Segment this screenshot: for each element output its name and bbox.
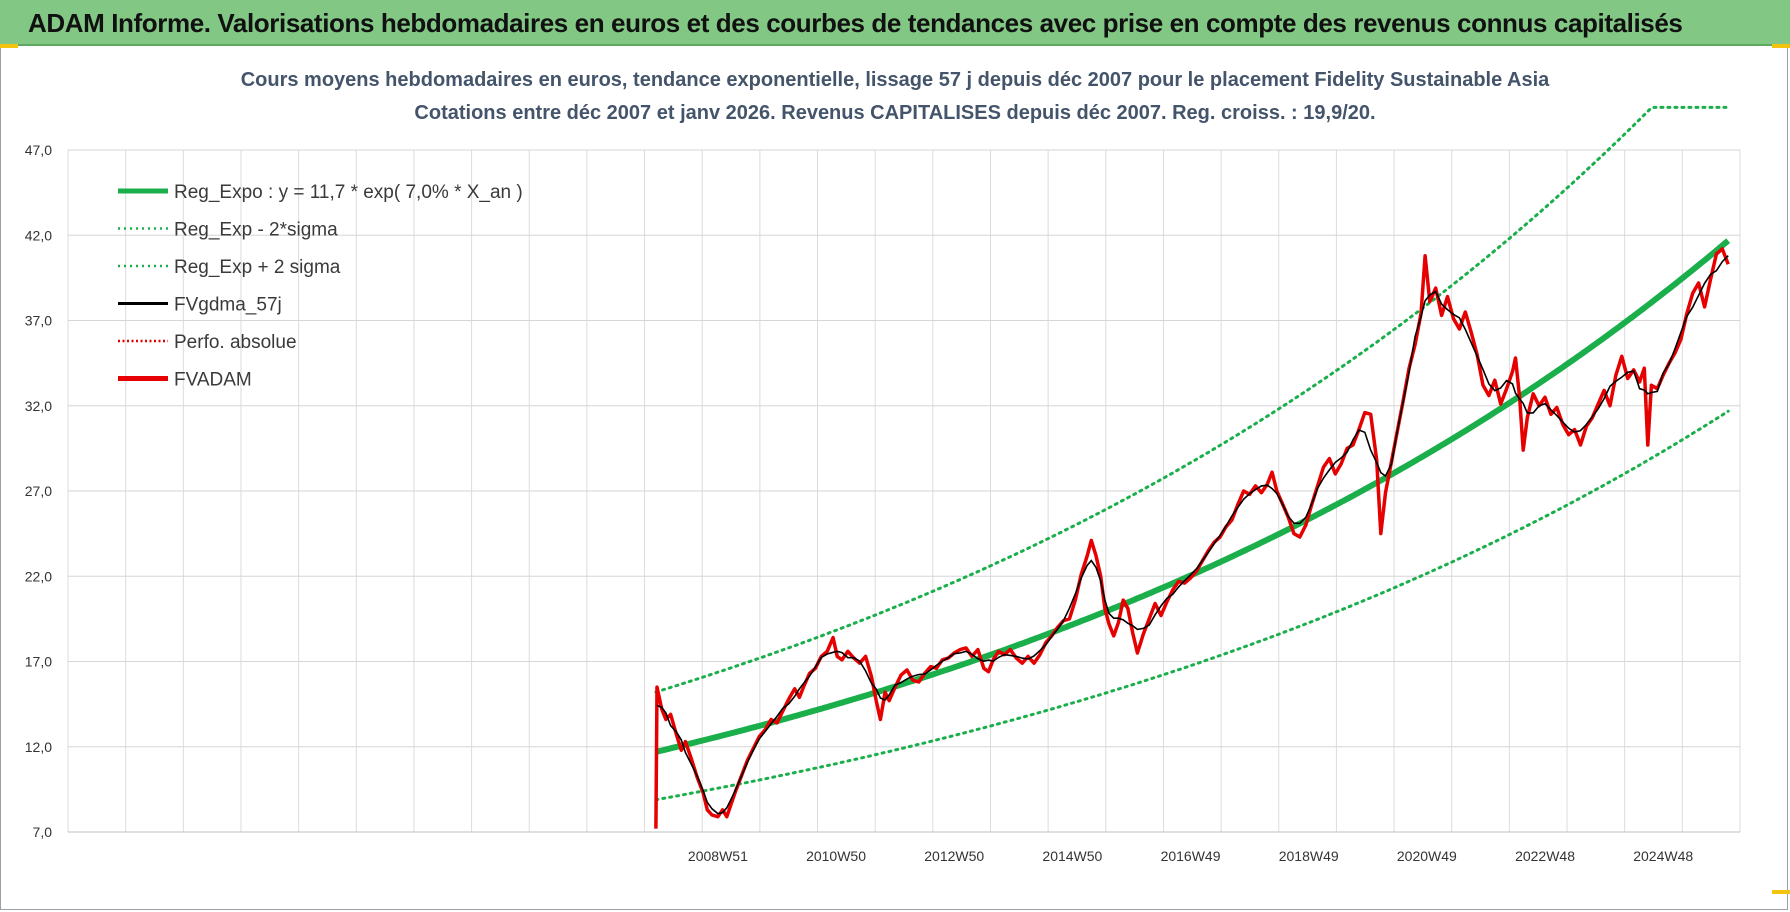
chart-subtitle: Cotations entre déc 2007 et janv 2026. R… xyxy=(414,102,1375,124)
y-tick-label: 32,0 xyxy=(25,398,52,414)
x-tick-label: 2022W48 xyxy=(1515,848,1575,864)
x-tick-label: 2016W49 xyxy=(1161,848,1221,864)
corner-marker-right xyxy=(1772,44,1790,48)
series-fvgdma-57j xyxy=(656,255,1729,815)
y-tick-label: 27,0 xyxy=(25,483,52,499)
y-tick-label: 7,0 xyxy=(33,824,53,840)
chart-title: Cours moyens hebdomadaires en euros, ten… xyxy=(241,69,1550,91)
legend-label: Reg_Exp + 2 sigma xyxy=(174,257,341,278)
corner-marker-left xyxy=(0,44,18,48)
y-tick-label: 37,0 xyxy=(25,313,52,329)
series-group xyxy=(654,105,1731,829)
y-axis-ticks: 7,0 12,0 17,0 22,0 27,0 32,0 37,0 42,0 47,0 xyxy=(25,142,52,840)
y-tick-label: 22,0 xyxy=(25,568,52,584)
x-tick-label: 2014W50 xyxy=(1042,848,1102,864)
x-tick-label: 2012W50 xyxy=(924,848,984,864)
legend-label: Perfo. absolue xyxy=(174,332,297,353)
x-axis-ticks: 2008W51 2010W50 2012W50 2014W50 2016W49 2018W… xyxy=(688,848,1693,864)
x-tick-label: 2010W50 xyxy=(806,848,866,864)
gridlines xyxy=(67,149,1741,833)
y-tick-label: 17,0 xyxy=(25,654,52,670)
legend-label: Reg_Exp - 2*sigma xyxy=(174,220,338,241)
banner-title: ADAM Informe. Valorisations hebdomadaire… xyxy=(28,8,1683,38)
y-tick-label: 42,0 xyxy=(25,227,52,243)
legend-label: Reg_Expo : y = 11,7 * exp( 7,0% * X_an ) xyxy=(174,182,523,203)
series-reg-minus-2sigma xyxy=(654,409,1730,802)
x-tick-label: 2008W51 xyxy=(688,848,748,864)
legend-label: FVgdma_57j xyxy=(174,295,282,316)
x-tick-label: 2018W49 xyxy=(1279,848,1339,864)
y-tick-label: 47,0 xyxy=(25,142,52,158)
corner-marker-bottom-right xyxy=(1772,890,1790,894)
series-reg-plus-2sigma xyxy=(654,105,1730,694)
title-banner: ADAM Informe. Valorisations hebdomadaire… xyxy=(0,0,1790,46)
series-fvadam xyxy=(654,247,1730,829)
x-tick-label: 2020W49 xyxy=(1397,848,1457,864)
y-tick-label: 12,0 xyxy=(25,739,52,755)
legend: Reg_Expo : y = 11,7 * exp( 7,0% * X_an )… xyxy=(118,182,523,391)
x-tick-label: 2024W48 xyxy=(1633,848,1693,864)
legend-label: FVADAM xyxy=(174,370,252,391)
chart-area: Cours moyens hebdomadaires en euros, ten… xyxy=(25,69,1741,864)
